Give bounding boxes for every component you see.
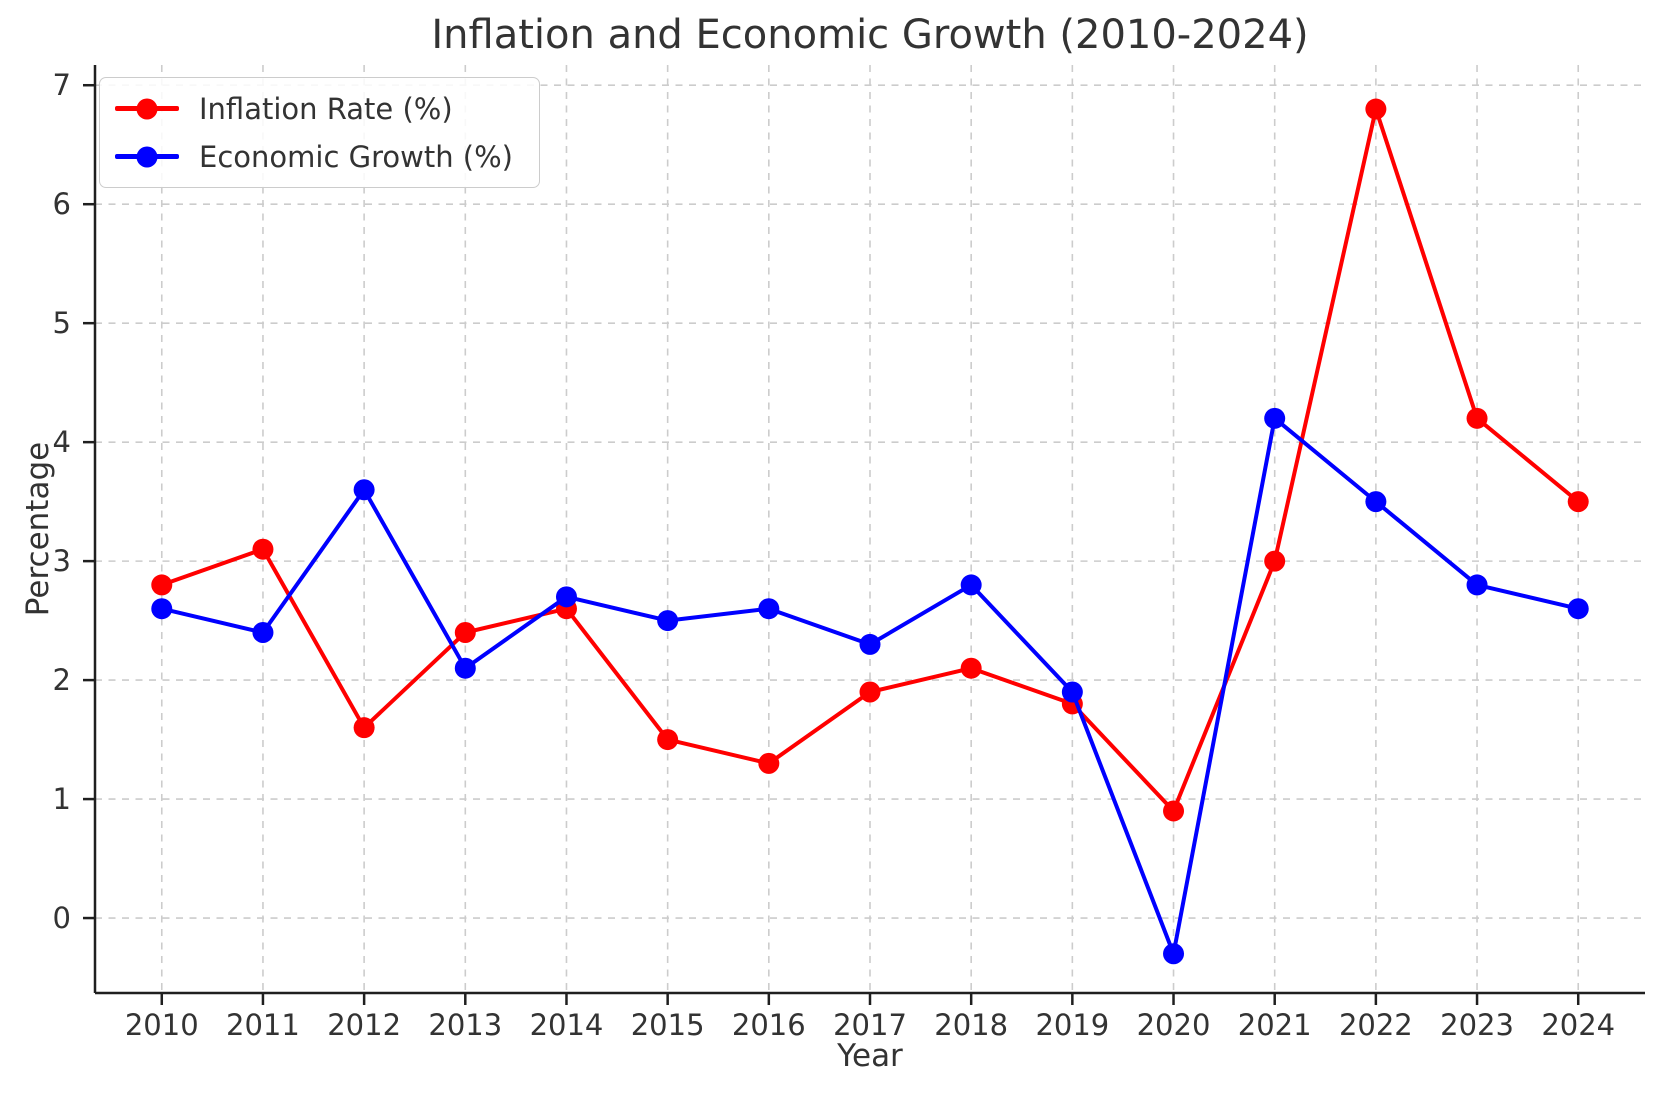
data-point-marker [1567, 598, 1589, 620]
data-point-marker [252, 538, 274, 560]
data-point-marker [1264, 550, 1286, 572]
data-point-marker [1365, 491, 1387, 513]
data-point-marker [1061, 681, 1083, 703]
data-point-marker [1466, 407, 1488, 429]
x-tick-label: 2023 [1440, 1008, 1514, 1042]
x-tick-label: 2021 [1238, 1008, 1312, 1042]
chart-title: Inflation and Economic Growth (2010-2024… [431, 12, 1309, 58]
data-point-marker [657, 610, 679, 632]
x-tick-label: 2010 [125, 1008, 199, 1042]
data-point-marker [657, 729, 679, 751]
y-axis-label: Percentage [20, 441, 56, 617]
data-point-marker [960, 657, 982, 679]
series-1 [151, 407, 1589, 965]
data-point-marker [758, 752, 780, 774]
y-tick-label: 6 [53, 187, 71, 221]
y-tick-label: 5 [53, 306, 71, 340]
legend-item-growth: Economic Growth (%) [115, 135, 513, 178]
data-point-marker [859, 633, 881, 655]
x-tick-label: 2019 [1035, 1008, 1109, 1042]
x-tick-label: 2024 [1541, 1008, 1615, 1042]
y-tick-label: 0 [53, 901, 71, 935]
legend-line-0 [115, 98, 179, 119]
y-tick-label: 3 [53, 544, 71, 578]
data-point-marker [1163, 800, 1185, 822]
data-point-marker [454, 622, 476, 644]
x-tick-label: 2013 [428, 1008, 502, 1042]
x-tick-label: 2017 [833, 1008, 907, 1042]
x-tick-label: 2022 [1339, 1008, 1413, 1042]
y-tick-label: 4 [53, 425, 71, 459]
legend-marker-icon-0 [136, 98, 158, 119]
x-tick-label: 2014 [530, 1008, 604, 1042]
y-tick-label: 1 [53, 782, 71, 816]
x-tick-label: 2015 [631, 1008, 705, 1042]
data-point-marker [1264, 407, 1286, 429]
data-point-marker [758, 598, 780, 620]
x-tick-label: 2018 [934, 1008, 1008, 1042]
data-point-marker [1365, 98, 1387, 120]
legend-label-growth: Economic Growth (%) [199, 139, 513, 174]
data-point-marker [252, 622, 274, 644]
legend-marker-icon-1 [136, 146, 158, 167]
data-point-marker [1163, 943, 1185, 965]
data-point-marker [151, 598, 173, 620]
data-point-marker [960, 574, 982, 596]
legend-line-1 [115, 146, 179, 167]
x-tick-label: 2016 [732, 1008, 806, 1042]
data-point-marker [151, 574, 173, 596]
legend-item-inflation: Inflation Rate (%) [115, 87, 513, 130]
gridlines [95, 65, 1645, 993]
data-point-marker [1466, 574, 1488, 596]
legend: Inflation Rate (%) Economic Growth (%) [99, 77, 540, 188]
data-point-marker [555, 586, 577, 608]
x-tick-label: 2020 [1137, 1008, 1211, 1042]
data-point-marker [1567, 491, 1589, 513]
data-point-marker [353, 717, 375, 739]
y-tick-label: 7 [53, 68, 71, 102]
series-group [151, 98, 1589, 965]
x-tick-label: 2012 [327, 1008, 401, 1042]
y-tick-label: 2 [53, 663, 71, 697]
data-point-marker [454, 657, 476, 679]
data-point-marker [353, 479, 375, 501]
legend-label-inflation: Inflation Rate (%) [199, 91, 453, 126]
data-point-marker [859, 681, 881, 703]
axes: 2010 2011 2012 2013 2014 2015 2016 2017 2018 2019… [53, 65, 1645, 1042]
x-tick-label: 2011 [226, 1008, 300, 1042]
x-axis-label: Year [837, 1038, 903, 1074]
